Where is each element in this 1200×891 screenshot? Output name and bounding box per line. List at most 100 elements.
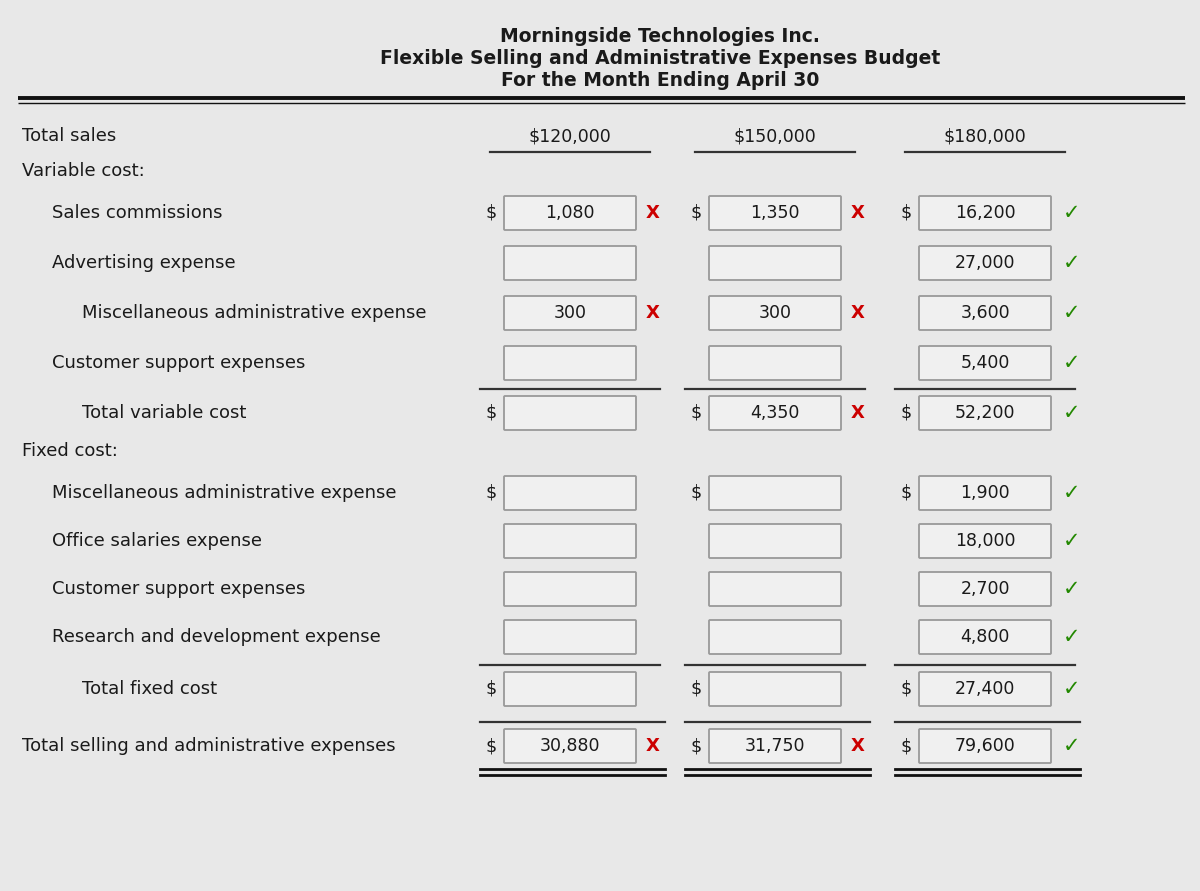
Text: Sales commissions: Sales commissions <box>52 204 222 222</box>
FancyBboxPatch shape <box>709 346 841 380</box>
FancyBboxPatch shape <box>504 620 636 654</box>
Text: 18,000: 18,000 <box>955 532 1015 550</box>
Text: Office salaries expense: Office salaries expense <box>52 532 262 550</box>
Text: ✓: ✓ <box>1063 253 1081 273</box>
Text: $: $ <box>691 484 702 502</box>
Text: Research and development expense: Research and development expense <box>52 628 380 646</box>
Text: Customer support expenses: Customer support expenses <box>52 580 305 598</box>
FancyBboxPatch shape <box>919 246 1051 280</box>
Text: 1,080: 1,080 <box>545 204 595 222</box>
Text: 300: 300 <box>758 304 792 322</box>
Text: $: $ <box>486 680 497 698</box>
FancyBboxPatch shape <box>709 476 841 510</box>
Text: $: $ <box>691 737 702 755</box>
Text: $: $ <box>691 204 702 222</box>
Text: Morningside Technologies Inc.: Morningside Technologies Inc. <box>500 27 820 45</box>
FancyBboxPatch shape <box>504 296 636 330</box>
FancyBboxPatch shape <box>504 572 636 606</box>
Text: $: $ <box>691 680 702 698</box>
Text: $: $ <box>486 204 497 222</box>
Text: Total sales: Total sales <box>22 127 116 145</box>
Text: 52,200: 52,200 <box>955 404 1015 422</box>
FancyBboxPatch shape <box>919 572 1051 606</box>
FancyBboxPatch shape <box>919 524 1051 558</box>
Text: 27,000: 27,000 <box>955 254 1015 272</box>
Text: X: X <box>851 304 865 322</box>
Text: 31,750: 31,750 <box>745 737 805 755</box>
Text: Variable cost:: Variable cost: <box>22 162 145 180</box>
Text: Flexible Selling and Administrative Expenses Budget: Flexible Selling and Administrative Expe… <box>380 48 940 68</box>
Text: 4,800: 4,800 <box>960 628 1009 646</box>
FancyBboxPatch shape <box>709 196 841 230</box>
Text: Total selling and administrative expenses: Total selling and administrative expense… <box>22 737 396 755</box>
FancyBboxPatch shape <box>709 396 841 430</box>
FancyBboxPatch shape <box>504 346 636 380</box>
FancyBboxPatch shape <box>504 672 636 706</box>
Text: ✓: ✓ <box>1063 679 1081 699</box>
FancyBboxPatch shape <box>709 572 841 606</box>
Text: $: $ <box>901 680 912 698</box>
FancyBboxPatch shape <box>709 620 841 654</box>
Text: Fixed cost:: Fixed cost: <box>22 442 118 460</box>
Text: ✓: ✓ <box>1063 303 1081 323</box>
Text: 30,880: 30,880 <box>540 737 600 755</box>
Text: $150,000: $150,000 <box>733 127 816 145</box>
FancyBboxPatch shape <box>709 246 841 280</box>
Text: 3,600: 3,600 <box>960 304 1010 322</box>
Text: $: $ <box>901 737 912 755</box>
Text: $: $ <box>901 204 912 222</box>
FancyBboxPatch shape <box>919 620 1051 654</box>
Text: $: $ <box>486 484 497 502</box>
FancyBboxPatch shape <box>709 524 841 558</box>
Text: ✓: ✓ <box>1063 531 1081 551</box>
Text: Advertising expense: Advertising expense <box>52 254 235 272</box>
Text: 5,400: 5,400 <box>960 354 1009 372</box>
Text: 2,700: 2,700 <box>960 580 1009 598</box>
FancyBboxPatch shape <box>919 296 1051 330</box>
Text: X: X <box>851 404 865 422</box>
FancyBboxPatch shape <box>504 396 636 430</box>
Text: Total variable cost: Total variable cost <box>82 404 246 422</box>
Text: $: $ <box>691 404 702 422</box>
Text: Miscellaneous administrative expense: Miscellaneous administrative expense <box>52 484 396 502</box>
Text: ✓: ✓ <box>1063 353 1081 373</box>
Text: X: X <box>646 304 660 322</box>
Text: Total fixed cost: Total fixed cost <box>82 680 217 698</box>
FancyBboxPatch shape <box>504 476 636 510</box>
Text: $120,000: $120,000 <box>529 127 611 145</box>
FancyBboxPatch shape <box>504 246 636 280</box>
Text: $: $ <box>486 737 497 755</box>
FancyBboxPatch shape <box>919 396 1051 430</box>
Text: 79,600: 79,600 <box>955 737 1015 755</box>
Text: For the Month Ending April 30: For the Month Ending April 30 <box>500 70 820 89</box>
Text: X: X <box>646 737 660 755</box>
FancyBboxPatch shape <box>919 729 1051 763</box>
Text: 300: 300 <box>553 304 587 322</box>
Text: $: $ <box>901 484 912 502</box>
Text: ✓: ✓ <box>1063 403 1081 423</box>
FancyBboxPatch shape <box>709 672 841 706</box>
Text: X: X <box>851 204 865 222</box>
Text: ✓: ✓ <box>1063 203 1081 223</box>
Text: 1,350: 1,350 <box>750 204 799 222</box>
Text: $: $ <box>486 404 497 422</box>
Text: ✓: ✓ <box>1063 736 1081 756</box>
Text: Miscellaneous administrative expense: Miscellaneous administrative expense <box>82 304 426 322</box>
Text: ✓: ✓ <box>1063 627 1081 647</box>
FancyBboxPatch shape <box>919 196 1051 230</box>
FancyBboxPatch shape <box>709 729 841 763</box>
FancyBboxPatch shape <box>504 729 636 763</box>
FancyBboxPatch shape <box>919 672 1051 706</box>
Text: 27,400: 27,400 <box>955 680 1015 698</box>
Text: ✓: ✓ <box>1063 579 1081 599</box>
Text: $: $ <box>901 404 912 422</box>
FancyBboxPatch shape <box>919 476 1051 510</box>
Text: 4,350: 4,350 <box>750 404 799 422</box>
FancyBboxPatch shape <box>504 524 636 558</box>
Text: 16,200: 16,200 <box>955 204 1015 222</box>
Text: 1,900: 1,900 <box>960 484 1010 502</box>
Text: X: X <box>851 737 865 755</box>
Text: $180,000: $180,000 <box>943 127 1026 145</box>
FancyBboxPatch shape <box>504 196 636 230</box>
Text: ✓: ✓ <box>1063 483 1081 503</box>
